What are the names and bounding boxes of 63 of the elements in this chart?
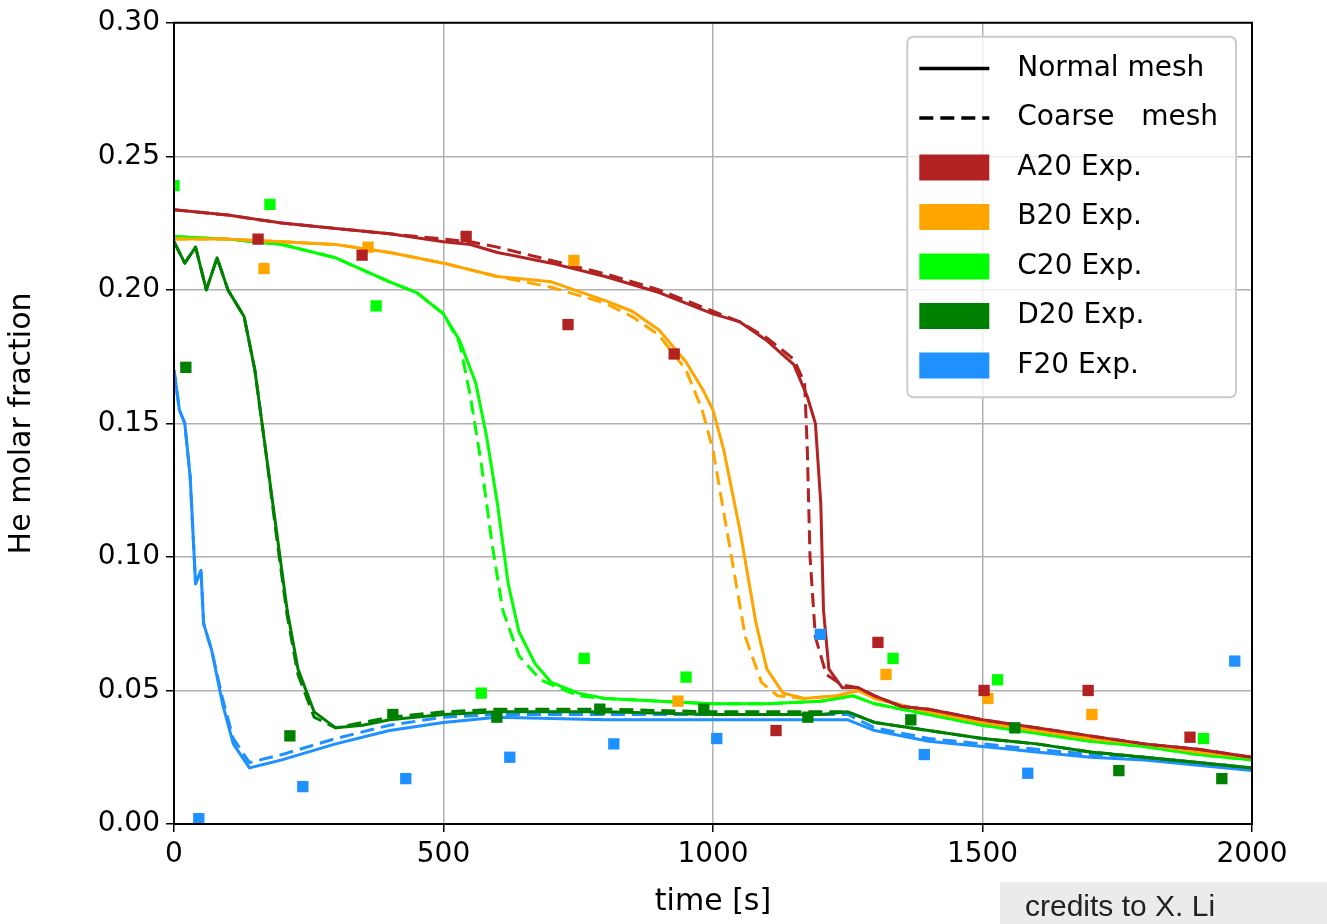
point [180, 361, 192, 373]
point [258, 262, 270, 275]
point [668, 348, 680, 360]
point [460, 230, 472, 243]
legend-label: D20 Exp. [1017, 297, 1145, 331]
y-tick-label: 0.00 [97, 805, 160, 839]
point [887, 652, 899, 665]
y-tick-label: 0.25 [97, 137, 160, 171]
y-tick-label: 0.30 [97, 4, 160, 38]
point [905, 714, 917, 726]
legend-label: Normal mesh [1017, 49, 1205, 83]
point [252, 233, 264, 245]
point [578, 652, 590, 665]
point [1082, 684, 1094, 697]
point [504, 751, 516, 763]
point [297, 780, 309, 793]
point [568, 254, 580, 267]
point [991, 674, 1004, 686]
point [608, 738, 620, 750]
point [880, 668, 892, 681]
point [1197, 732, 1210, 745]
point [1022, 767, 1034, 779]
point [1216, 772, 1228, 785]
point [672, 695, 684, 707]
y-tick-label: 0.10 [97, 538, 160, 572]
legend-label: A20 Exp. [1017, 148, 1142, 182]
point [356, 249, 368, 261]
text: credits to X. Li [1025, 889, 1216, 922]
point [475, 687, 487, 699]
legend-label: F20 Exp. [1017, 346, 1139, 380]
point [802, 711, 814, 723]
y-tick-label: 0.05 [97, 671, 160, 705]
point [594, 703, 606, 715]
point [387, 708, 399, 721]
point [1086, 708, 1098, 721]
x-tick-label: 1000 [677, 836, 749, 870]
point [1184, 731, 1196, 743]
point [872, 636, 884, 649]
x-tick-label: 2000 [1216, 836, 1288, 870]
point [1113, 764, 1125, 777]
legend-label: B20 Exp. [1017, 198, 1142, 232]
point [1229, 655, 1241, 667]
point [814, 628, 826, 641]
y-tick-label: 0.20 [97, 271, 160, 305]
x-axis-title: time [s] [654, 881, 772, 917]
point [400, 772, 412, 785]
point [562, 318, 574, 331]
point [711, 732, 723, 745]
point [978, 684, 990, 697]
point [918, 748, 930, 761]
x-tick-label: 0 [165, 836, 183, 870]
y-axis-title: He molar fraction [1, 292, 37, 555]
point [770, 724, 782, 737]
x-tick-label: 500 [416, 836, 471, 870]
x-tick-label: 1500 [946, 836, 1019, 870]
point [284, 730, 296, 742]
point [680, 671, 692, 683]
legend-label: Coarse mesh [1017, 99, 1218, 133]
y-tick-label: 0.15 [97, 404, 160, 438]
legend-label: C20 Exp. [1017, 247, 1143, 281]
point [370, 300, 382, 312]
point [264, 198, 276, 211]
point [1009, 722, 1021, 734]
